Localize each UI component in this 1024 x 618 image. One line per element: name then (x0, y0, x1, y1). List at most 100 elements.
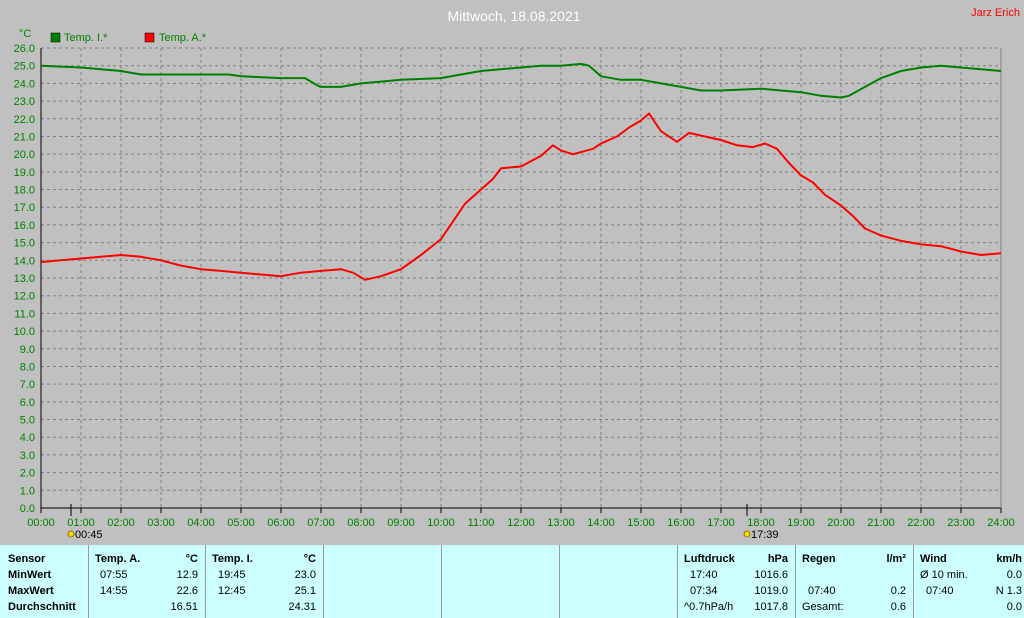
column-divider (323, 545, 324, 618)
x-tick-label: 24:00 (987, 517, 1015, 529)
x-tick-label: 20:00 (827, 517, 855, 529)
temp-outdoor-min-time: 07:55 (100, 569, 128, 581)
column-divider (559, 545, 560, 618)
pressure-unit: hPa (767, 553, 788, 565)
chart-title: Mittwoch, 18.08.2021 (447, 8, 580, 24)
y-tick-label: 24.0 (14, 78, 35, 90)
sunrise-icon (67, 530, 75, 538)
legend-swatch-temp-indoor (50, 32, 61, 43)
sensor-header: Sensor (8, 553, 46, 565)
x-tick-label: 08:00 (347, 517, 375, 529)
wind-row3-value: 0.0 (1006, 601, 1022, 613)
y-tick-label: 3.0 (20, 450, 35, 462)
x-tick-label: 11:00 (468, 517, 495, 529)
temp-indoor-min-value: 23.0 (294, 569, 316, 581)
y-tick-label: 12.0 (14, 291, 35, 303)
wind-header: Wind (920, 553, 947, 565)
y-tick-label: 8.0 (20, 361, 35, 373)
column-divider (913, 545, 914, 618)
column-divider (795, 545, 796, 618)
axes (40, 48, 1002, 513)
legend-swatch-temp-outdoor (144, 32, 155, 43)
y-tick-label: 26.0 (14, 43, 35, 55)
y-tick-label: 10.0 (14, 326, 35, 338)
annotation-label: 17:39 (751, 529, 779, 541)
legend-label-temp-outdoor: Temp. A.* (159, 32, 207, 44)
y-tick-label: 20.0 (14, 149, 35, 161)
wind-unit: km/h (996, 553, 1022, 565)
y-tick-label: 14.0 (14, 255, 35, 267)
temp-indoor-max-time: 12:45 (218, 585, 246, 597)
wind-gust-time: 07:40 (926, 585, 954, 597)
rain-unit: l/m² (886, 553, 906, 565)
temperature-chart: Mittwoch, 18.08.2021 Jarz Erich °C Temp.… (0, 0, 1024, 545)
x-tick-label: 05:00 (227, 517, 255, 529)
annotation-label: 00:45 (75, 529, 103, 541)
wind-avg-value: 0.0 (1006, 569, 1022, 581)
pressure-header: Luftdruck (684, 553, 735, 565)
x-tick-label: 13:00 (547, 517, 575, 529)
x-tick-label: 00:00 (27, 517, 55, 529)
x-tick-label: 21:00 (867, 517, 895, 529)
temp-outdoor-max-value: 22.6 (176, 585, 198, 597)
temp-indoor-min-time: 19:45 (218, 569, 246, 581)
temp-indoor-unit: °C (303, 553, 316, 565)
x-tick-label: 16:00 (667, 517, 695, 529)
y-tick-label: 25.0 (14, 61, 35, 73)
x-tick-label: 18:00 (747, 517, 775, 529)
grid (41, 47, 1001, 508)
pressure-min-value: 1016.6 (754, 569, 788, 581)
rain-total-label: Gesamt: (802, 601, 844, 613)
x-tick-label: 04:00 (187, 517, 215, 529)
rain-time: 07:40 (808, 585, 836, 597)
y-tick-label: 19.0 (14, 167, 35, 179)
x-tick-label: 15:00 (627, 517, 655, 529)
y-tick-label: 21.0 (14, 131, 35, 143)
wind-gust-value: N 1.3 (995, 585, 1022, 597)
pressure-trend-value: 1017.8 (754, 601, 788, 613)
y-tick-label: 16.0 (14, 220, 35, 232)
x-tick-label: 07:00 (307, 517, 335, 529)
x-tick-label: 19:00 (787, 517, 815, 529)
y-tick-label: 17.0 (14, 202, 35, 214)
pressure-max-value: 1019.0 (754, 585, 788, 597)
y-tick-label: 13.0 (14, 273, 35, 285)
y-tick-label: 22.0 (14, 114, 35, 126)
rain-total-value: 0.6 (890, 601, 906, 613)
row-label-max: MaxWert (8, 585, 54, 597)
wind-avg-label: Ø 10 min. (920, 569, 968, 581)
y-tick-label: 5.0 (20, 415, 35, 427)
chart-background (0, 0, 1024, 545)
legend: Temp. I.* Temp. A.* (50, 32, 207, 44)
temp-outdoor-unit: °C (185, 553, 198, 565)
y-tick-label: 4.0 (20, 432, 35, 444)
temp-indoor-max-value: 25.1 (294, 585, 316, 597)
temp-outdoor-avg-value: 16.51 (170, 601, 198, 613)
legend-label-temp-indoor: Temp. I.* (64, 32, 108, 44)
rain-header: Regen (802, 553, 836, 565)
series-line-temp-outdoor (40, 112, 1002, 281)
temp-outdoor-max-time: 14:55 (100, 585, 128, 597)
column-divider (205, 545, 206, 618)
x-tick-label: 02:00 (107, 517, 135, 529)
x-tick-label: 09:00 (387, 517, 415, 529)
sun-annotations: 00:45 17:39 (67, 504, 779, 541)
statistics-panel: Sensor MinWert MaxWert Durchschnitt Temp… (0, 545, 1024, 618)
series-lines (40, 62, 1002, 281)
pressure-min-time: 17:40 (690, 569, 718, 581)
sunset-icon (743, 530, 751, 538)
y-tick-label: 1.0 (20, 485, 35, 497)
series-line-temp-indoor (40, 62, 1002, 99)
rain-value: 0.2 (890, 585, 906, 597)
x-tick-label: 14:00 (587, 517, 615, 529)
y-tick-label: 23.0 (14, 96, 35, 108)
y-tick-label: 18.0 (14, 185, 35, 197)
x-tick-label: 12:00 (507, 517, 535, 529)
temp-outdoor-min-value: 12.9 (176, 569, 198, 581)
x-tick-label: 23:00 (947, 517, 975, 529)
column-divider (88, 545, 89, 618)
x-tick-label: 22:00 (907, 517, 935, 529)
y-tick-label: 11.0 (14, 308, 35, 320)
temp-outdoor-header: Temp. A. (95, 553, 141, 565)
column-divider (677, 545, 678, 618)
